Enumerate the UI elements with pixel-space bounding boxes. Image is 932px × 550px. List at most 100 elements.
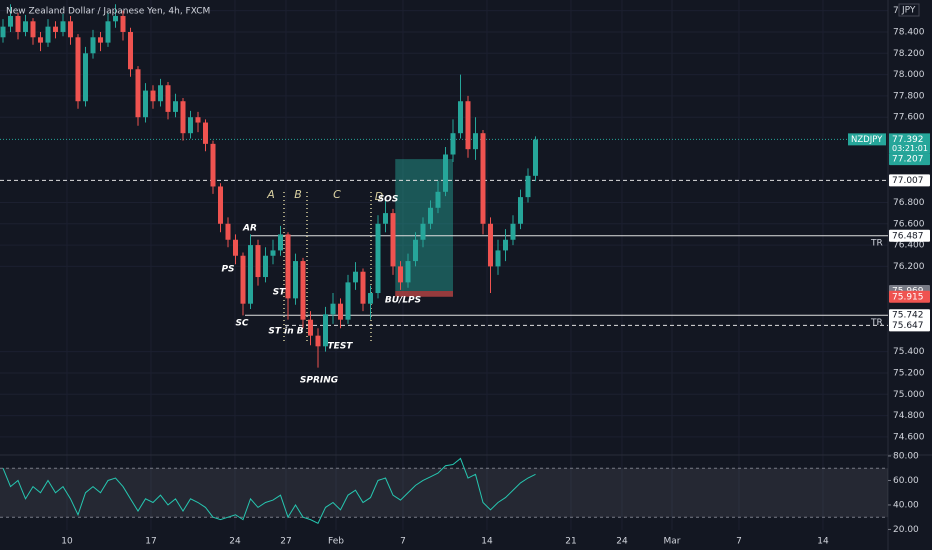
candle-body [443, 154, 448, 192]
candle-body [68, 21, 73, 38]
rsi-band [0, 468, 888, 518]
candle-body [495, 250, 501, 267]
candle-body [285, 234, 291, 299]
annotation: PS [221, 265, 234, 275]
candle-body [293, 261, 298, 299]
candle-body [458, 101, 463, 134]
symbol-label: NZDJPY [851, 135, 883, 145]
tr-label: TR [870, 318, 883, 328]
candle-body [113, 15, 118, 22]
candle-body [143, 90, 148, 118]
candle-body [38, 37, 43, 43]
price-label-box [889, 174, 930, 187]
annotation: A [266, 188, 275, 201]
candle-body [210, 143, 216, 187]
stop-zone [395, 291, 453, 297]
symbol-box [848, 133, 886, 146]
rsi-tick-label: 40.00 [893, 500, 919, 510]
x-tick-label: Feb [328, 537, 344, 547]
candle-body [353, 271, 358, 283]
y-tick-label: 75.400 [893, 347, 925, 357]
candle-body [165, 85, 171, 112]
price-label-box [889, 290, 930, 303]
candle-body [233, 239, 238, 256]
y-tick-label: 76.400 [893, 241, 925, 251]
candle-body [503, 239, 508, 251]
candle-body [128, 31, 133, 70]
candle-body [98, 37, 103, 43]
price-label-box [889, 229, 930, 242]
candle-body [390, 213, 396, 267]
y-tick-label: 74.800 [893, 411, 925, 421]
annotation: BU/LPS [385, 296, 421, 306]
last-price: 77.392 [892, 135, 924, 145]
annotation: SPRING [300, 376, 338, 386]
y-tick-label: 78.200 [893, 49, 925, 59]
candle-body [278, 234, 283, 251]
candle-body [203, 122, 208, 144]
candle-body [15, 15, 21, 32]
y-tick-label: 78.400 [893, 27, 925, 37]
candle-body [83, 53, 88, 102]
price-label: 77.207 [892, 155, 924, 165]
rsi-tick-label: 20.00 [893, 525, 919, 535]
currency-label: JPY [901, 6, 916, 16]
annotation: SC [235, 319, 248, 329]
x-tick-label: 7 [400, 537, 406, 547]
candle-body [510, 223, 516, 240]
price-label: 75.647 [892, 321, 924, 331]
annotation: ST [273, 288, 286, 298]
candle-body [480, 133, 486, 224]
candle-body [218, 186, 223, 224]
last-price-box [889, 133, 930, 154]
price-label-box [889, 319, 930, 332]
candle-body [150, 90, 156, 102]
annotation: D [375, 190, 383, 203]
candle-body [465, 101, 471, 150]
y-tick-label: 75.000 [893, 390, 925, 400]
candle-body [180, 101, 186, 134]
candle-body [225, 223, 231, 240]
price-label-box [889, 309, 930, 322]
candle-body [135, 69, 141, 118]
x-tick-label: 14 [817, 537, 829, 547]
candle-body [30, 21, 36, 38]
candle-body [330, 303, 336, 315]
tr-label: TR [870, 238, 883, 248]
x-tick-label: 24 [616, 537, 628, 547]
candle-body [255, 245, 261, 278]
x-tick-label: 21 [565, 537, 576, 547]
candle-body [428, 207, 433, 224]
candle-body [23, 21, 28, 32]
candle-body [90, 37, 96, 54]
candle-body [375, 223, 381, 294]
annotation: B [294, 188, 302, 201]
candle-body [263, 255, 268, 278]
price-label-box [889, 153, 930, 166]
candle-body [383, 213, 388, 224]
annotation: TEST [328, 342, 354, 352]
candle-body [338, 303, 343, 320]
candle-body [473, 133, 478, 150]
candle-body [158, 85, 163, 102]
rsi-tick-label: 80.00 [893, 451, 919, 461]
candle-body [248, 245, 253, 304]
y-tick-label: 74.600 [893, 432, 925, 442]
candle-body [173, 101, 178, 112]
candle-body [75, 37, 81, 102]
x-tick-label: 14 [481, 537, 493, 547]
annotation: C [333, 188, 341, 201]
candle-body [120, 15, 126, 32]
candle-body [518, 197, 523, 224]
annotation: AR [242, 224, 257, 234]
x-tick-label: 17 [145, 537, 156, 547]
price-label: 75.742 [892, 311, 924, 321]
y-tick-label: 77.800 [893, 91, 925, 101]
candle-body [533, 139, 538, 176]
x-tick-label: 27 [280, 537, 291, 547]
x-tick-label: 7 [736, 537, 742, 547]
y-tick-label: 75.200 [893, 368, 925, 378]
y-tick-label: 77.600 [893, 113, 925, 123]
candle-body [300, 261, 306, 320]
